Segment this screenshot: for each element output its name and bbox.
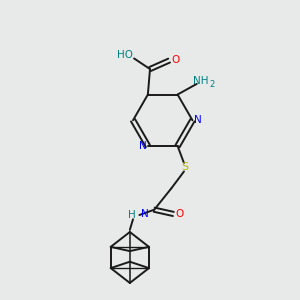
Text: N: N	[139, 141, 146, 151]
Text: O: O	[176, 209, 184, 219]
Text: O: O	[171, 55, 180, 64]
Text: HO: HO	[116, 50, 133, 60]
Text: NH: NH	[193, 76, 209, 86]
Text: N: N	[141, 209, 148, 219]
Text: H: H	[128, 210, 136, 220]
Text: S: S	[182, 162, 189, 172]
Text: 2: 2	[209, 80, 214, 89]
Text: N: N	[194, 115, 202, 125]
